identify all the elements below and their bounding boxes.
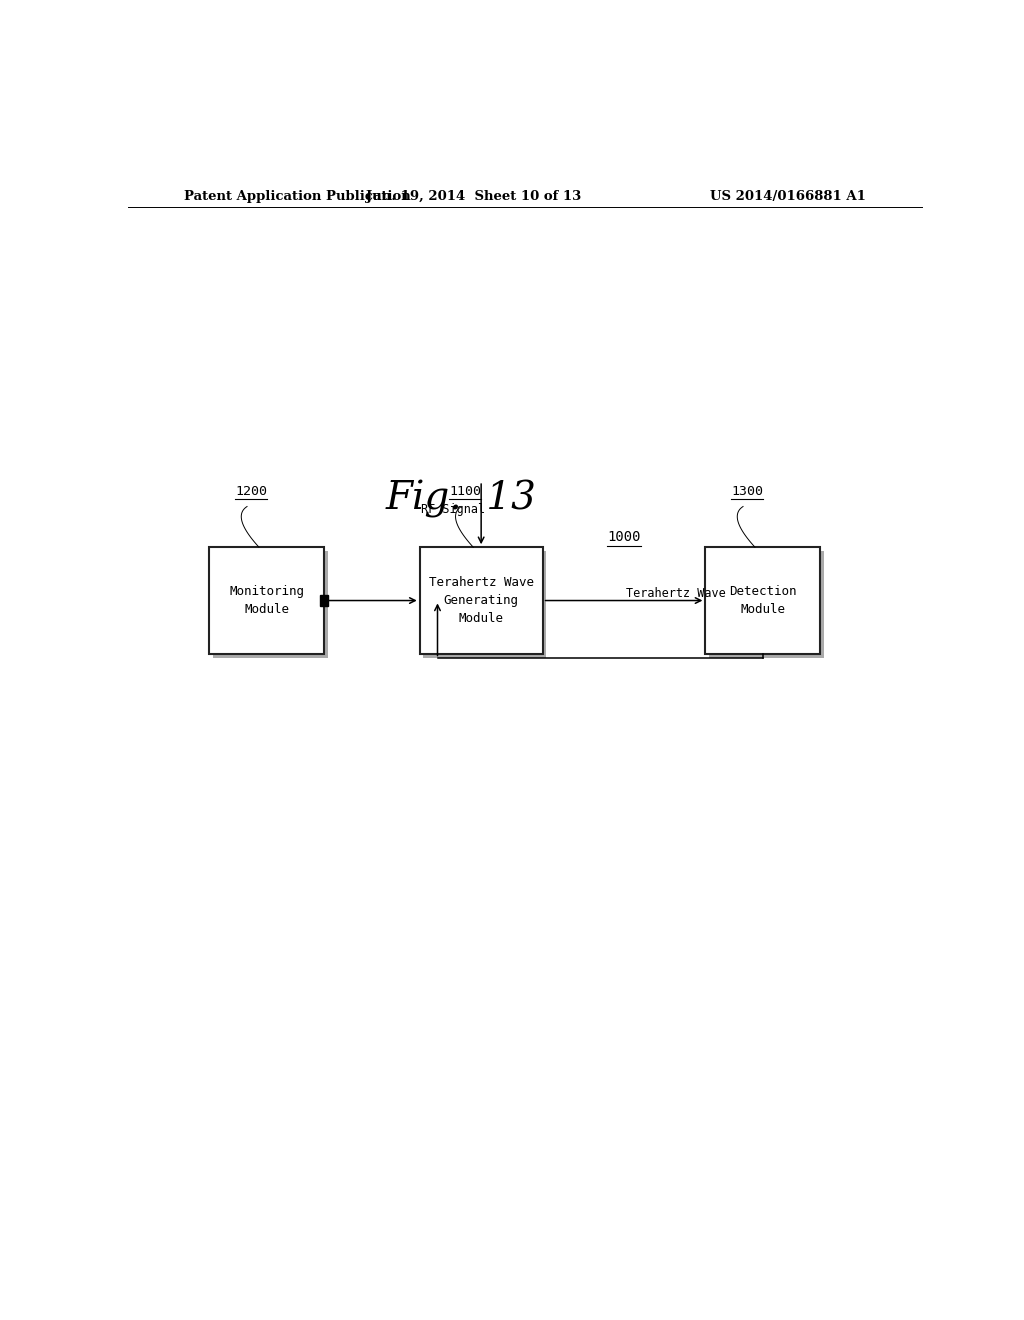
Text: US 2014/0166881 A1: US 2014/0166881 A1 xyxy=(711,190,866,202)
Text: 1300: 1300 xyxy=(731,484,763,498)
Text: Terahertz Wave: Terahertz Wave xyxy=(627,587,726,599)
Text: Fig.  13: Fig. 13 xyxy=(386,480,537,517)
Text: 1200: 1200 xyxy=(234,484,267,498)
Text: 1000: 1000 xyxy=(607,529,641,544)
Text: Jun. 19, 2014  Sheet 10 of 13: Jun. 19, 2014 Sheet 10 of 13 xyxy=(366,190,581,202)
Bar xyxy=(706,548,820,653)
Bar xyxy=(420,548,543,653)
Text: Detection
Module: Detection Module xyxy=(729,585,797,616)
Bar xyxy=(321,595,329,606)
Text: RF Signal: RF Signal xyxy=(421,503,485,516)
Bar xyxy=(209,548,325,653)
Text: Patent Application Publication: Patent Application Publication xyxy=(183,190,411,202)
Bar xyxy=(709,552,823,657)
Text: Terahertz Wave
Generating
Module: Terahertz Wave Generating Module xyxy=(429,576,534,626)
Text: 1100: 1100 xyxy=(450,484,481,498)
Bar xyxy=(213,552,328,657)
Bar xyxy=(423,552,546,657)
Text: Monitoring
Module: Monitoring Module xyxy=(229,585,304,616)
